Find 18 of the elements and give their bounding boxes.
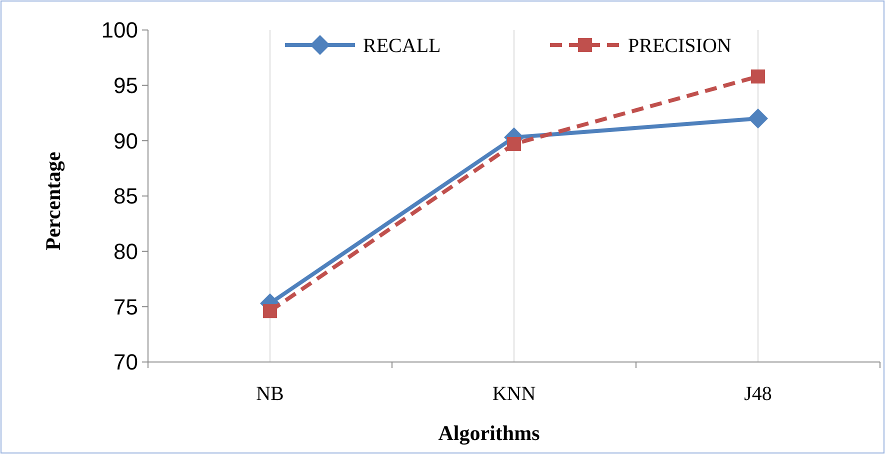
y-tick-label: 85 — [114, 184, 138, 209]
x-axis-title: Algorithms — [438, 421, 540, 445]
point — [507, 136, 521, 151]
legend-label: PRECISION — [628, 35, 732, 57]
y-tick-label: 75 — [114, 294, 138, 320]
legend-label: RECALL — [363, 35, 441, 57]
point — [751, 69, 765, 84]
point — [263, 304, 277, 318]
y-tick-label: 95 — [114, 73, 138, 98]
x-tick-label: KNN — [492, 383, 536, 405]
y-tick-label: 80 — [114, 239, 138, 264]
y-tick-label: 100 — [101, 18, 138, 43]
y-tick-label: 90 — [114, 128, 138, 154]
y-tick-label: 70 — [114, 350, 138, 375]
point — [748, 108, 768, 129]
x-tick-label: J48 — [744, 383, 772, 405]
x-tick-label: NB — [256, 383, 284, 405]
y-axis-title: Percentage — [41, 152, 65, 250]
